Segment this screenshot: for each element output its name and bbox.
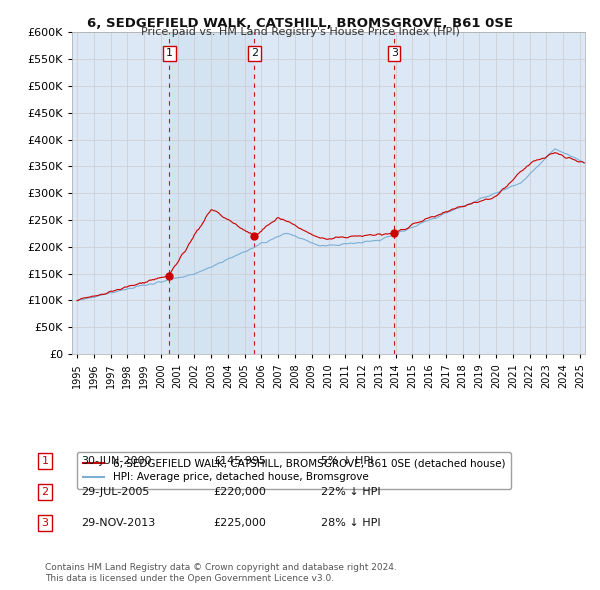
- Bar: [169, 32, 254, 354]
- Text: This data is licensed under the Open Government Licence v3.0.: This data is licensed under the Open Gov…: [45, 574, 334, 583]
- Text: £225,000: £225,000: [213, 518, 266, 527]
- Text: 1: 1: [166, 48, 173, 58]
- Text: 29-JUL-2005: 29-JUL-2005: [81, 487, 149, 497]
- Text: 28% ↓ HPI: 28% ↓ HPI: [321, 518, 380, 527]
- Text: 6, SEDGEFIELD WALK, CATSHILL, BROMSGROVE, B61 0SE: 6, SEDGEFIELD WALK, CATSHILL, BROMSGROVE…: [87, 17, 513, 30]
- Text: £145,995: £145,995: [213, 457, 266, 466]
- Text: 1: 1: [41, 457, 49, 466]
- Text: 2: 2: [41, 487, 49, 497]
- Text: 22% ↓ HPI: 22% ↓ HPI: [321, 487, 380, 497]
- Text: 3: 3: [391, 48, 398, 58]
- Text: Price paid vs. HM Land Registry's House Price Index (HPI): Price paid vs. HM Land Registry's House …: [140, 27, 460, 37]
- Text: 30-JUN-2000: 30-JUN-2000: [81, 457, 151, 466]
- Text: 5% ↓ HPI: 5% ↓ HPI: [321, 457, 373, 466]
- Text: £220,000: £220,000: [213, 487, 266, 497]
- Text: 3: 3: [41, 518, 49, 527]
- Legend: 6, SEDGEFIELD WALK, CATSHILL, BROMSGROVE, B61 0SE (detached house), HPI: Average: 6, SEDGEFIELD WALK, CATSHILL, BROMSGROVE…: [77, 452, 511, 489]
- Text: 29-NOV-2013: 29-NOV-2013: [81, 518, 155, 527]
- Text: Contains HM Land Registry data © Crown copyright and database right 2024.: Contains HM Land Registry data © Crown c…: [45, 563, 397, 572]
- Text: 2: 2: [251, 48, 258, 58]
